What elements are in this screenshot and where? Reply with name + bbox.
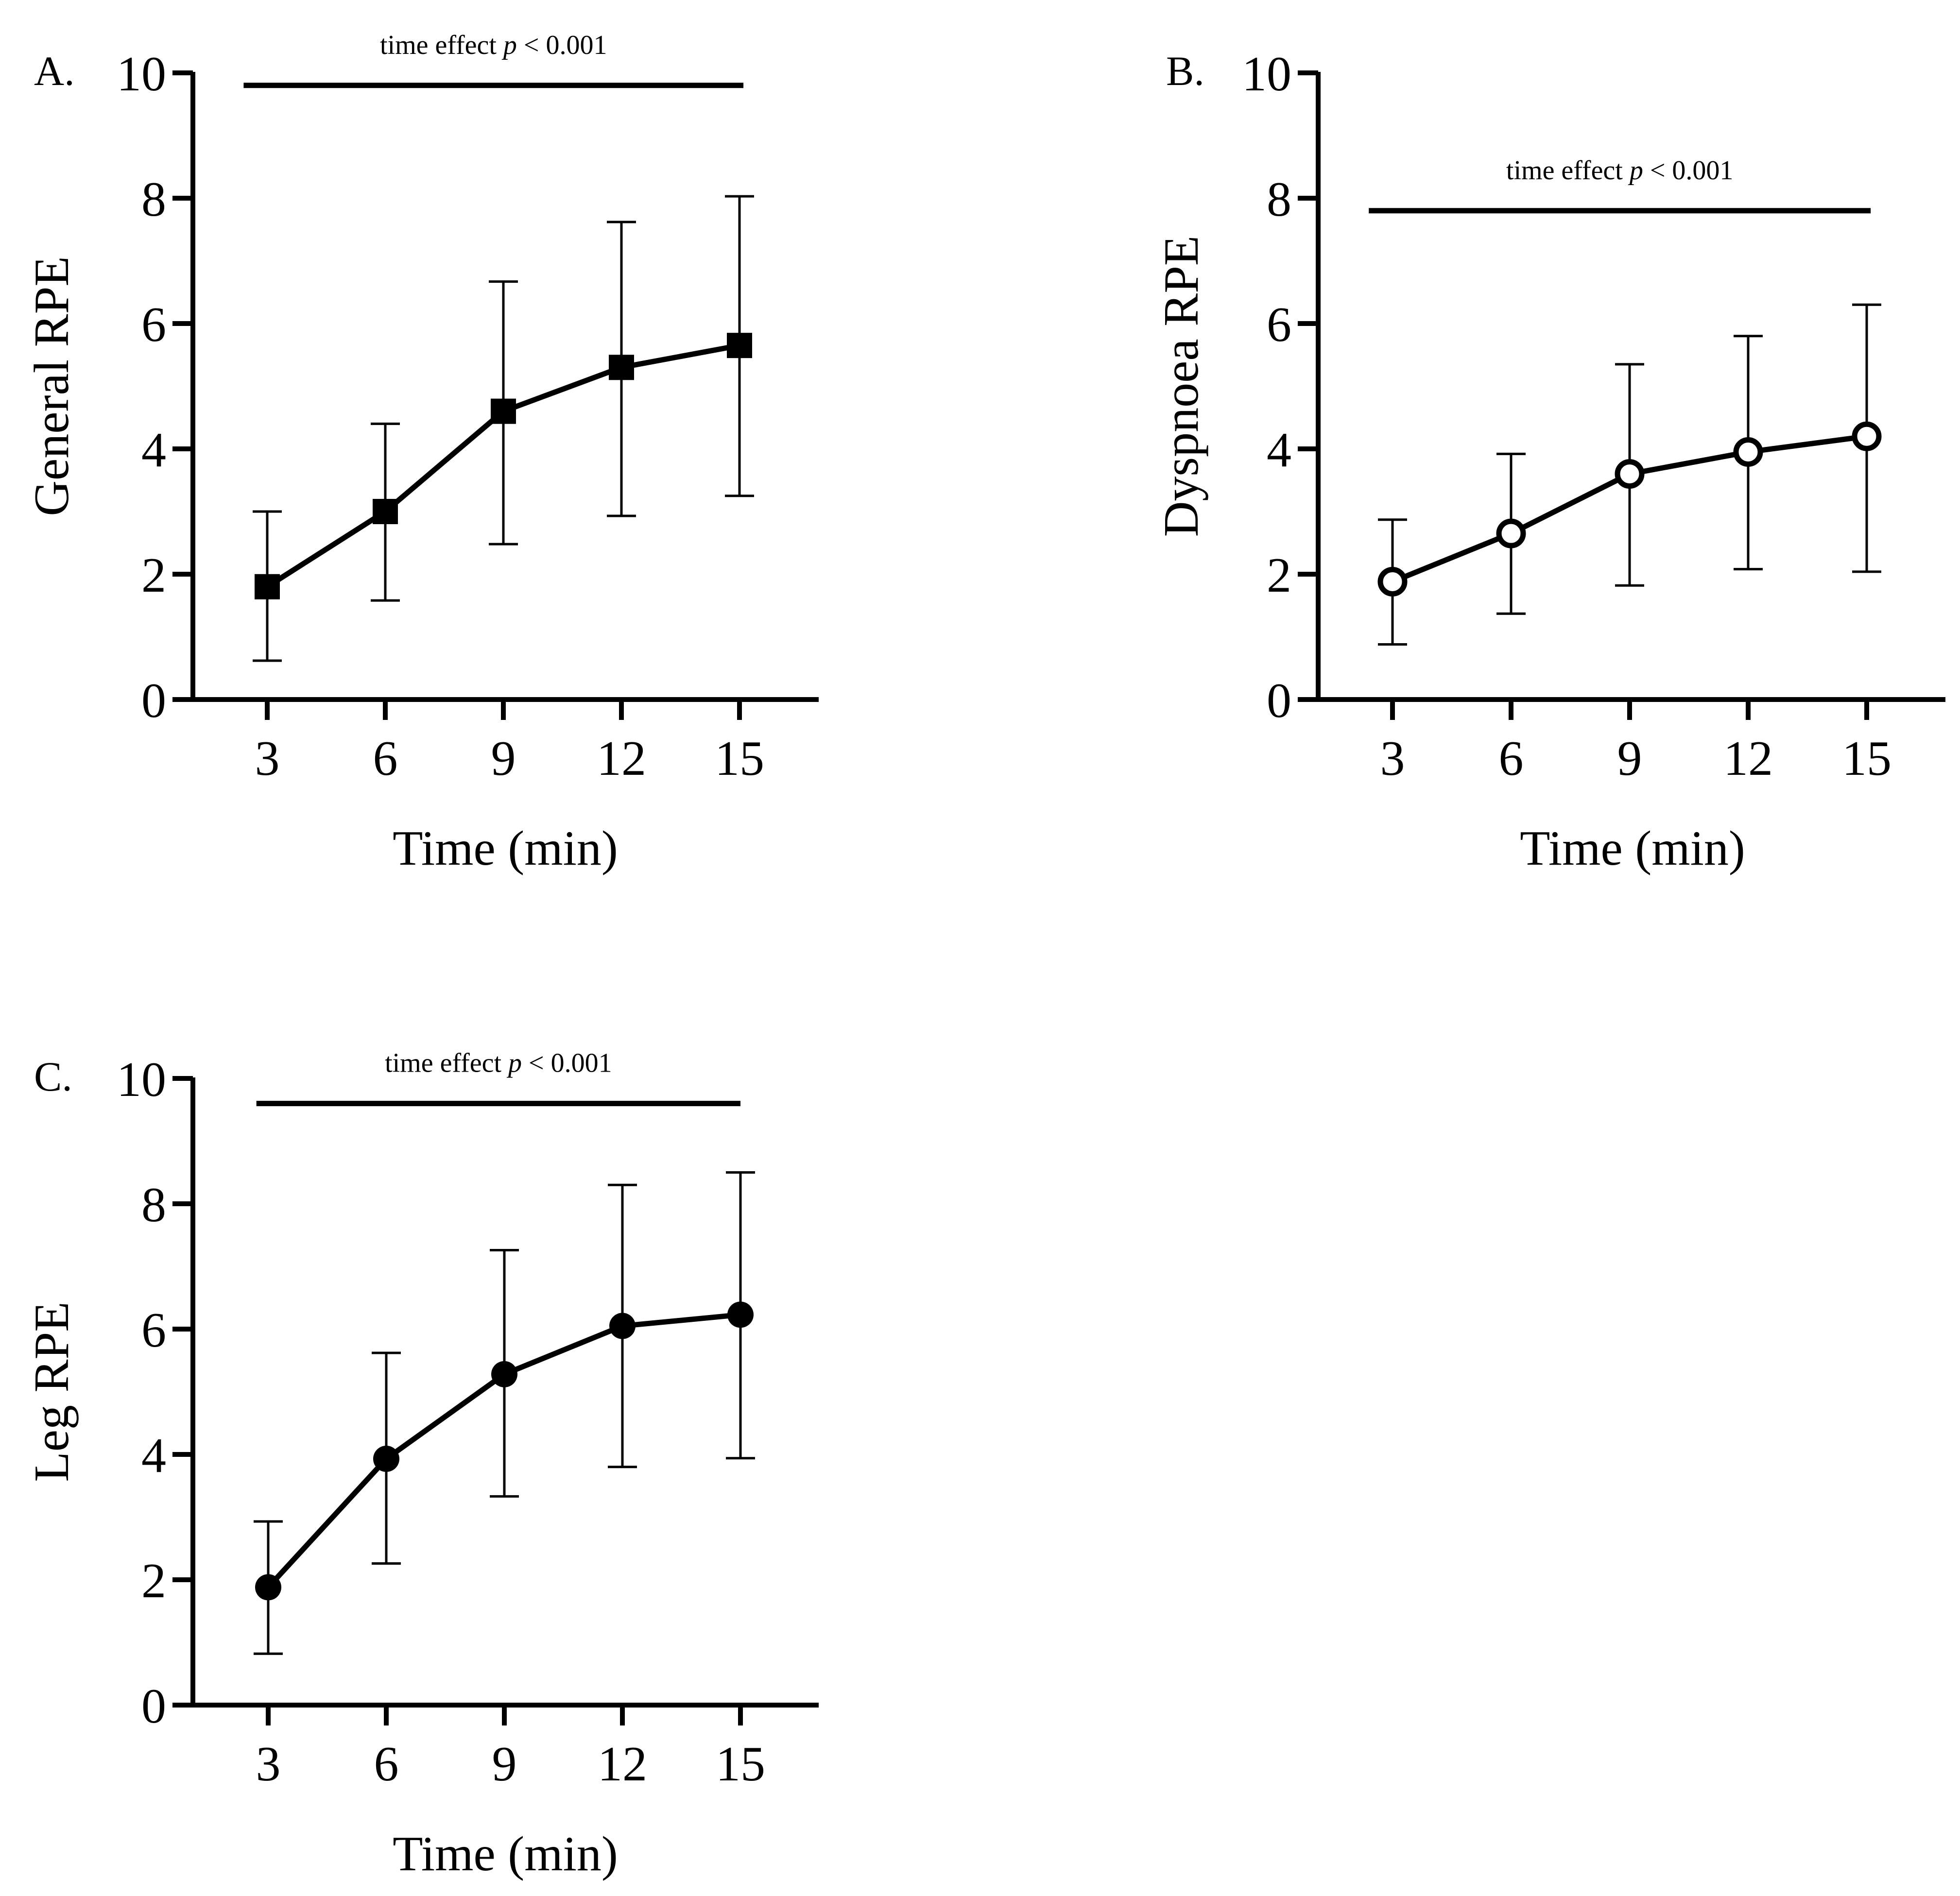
y-tick-label: 4 [1267,423,1291,478]
y-tick-label: 4 [141,423,166,478]
annotation-p: p [501,30,517,60]
chart-panel-b: 0 2 4 6 8 10 3 6 9 12 15 Time (min) Dyspnoea RPE B. ti… [1154,47,1945,876]
panel-label: B. [1166,48,1204,94]
data-point [491,398,516,424]
data-point [1496,518,1526,548]
annotation-suffix: < 0.001 [522,1048,612,1078]
x-axis-title: Time (min) [393,821,618,876]
y-tick-label: 0 [141,673,166,728]
data-point [373,499,398,524]
panel-label: A. [34,48,75,94]
y-tick-label: 4 [141,1428,166,1483]
y-tick-label: 8 [1267,172,1291,227]
x-tick-label: 9 [491,731,516,786]
data-point [609,1313,636,1339]
y-tick-label: 0 [141,1679,166,1734]
x-tick-label: 15 [1842,731,1891,786]
y-tick-label: 10 [1242,47,1291,102]
data-point [255,574,280,599]
y-tick-label: 2 [141,1554,166,1608]
data-point [727,1301,754,1328]
annotation-suffix: < 0.001 [1643,155,1734,186]
x-tick-label: 15 [716,1737,765,1792]
x-axis-title: Time (min) [1520,821,1745,876]
y-tick-label: 8 [141,172,166,227]
y-axis-title: Leg RPE [24,1301,79,1482]
x-tick-label: 3 [1380,731,1405,786]
y-tick-label: 8 [141,1178,166,1232]
x-tick-label: 3 [255,731,280,786]
x-tick-label: 9 [492,1737,517,1792]
y-tick-label: 6 [141,297,166,352]
x-tick-label: 12 [598,1737,647,1792]
panel-label: C. [34,1053,72,1100]
y-tick-label: 6 [141,1303,166,1358]
annotation-suffix: < 0.001 [517,30,607,60]
data-point [1615,459,1645,489]
x-tick-label: 15 [715,731,764,786]
chart-panel-c: 0 2 4 6 8 10 3 6 9 12 15 Time (min) Leg RPE C. time ef… [24,1048,819,1881]
y-tick-label: 10 [117,1052,166,1107]
x-tick-label: 6 [1499,731,1524,786]
y-tick-label: 6 [1267,297,1291,352]
y-tick-label: 2 [141,548,166,603]
data-point [255,1574,281,1601]
significance-annotation: time effect p < 0.001 [380,30,607,60]
x-tick-label: 3 [256,1737,281,1792]
y-tick-label: 10 [117,47,166,102]
annotation-prefix: time effect [380,30,503,60]
significance-annotation: time effect p < 0.001 [385,1048,612,1078]
x-tick-label: 12 [1723,731,1773,786]
x-tick-label: 12 [597,731,646,786]
data-point [1377,566,1408,597]
data-point [491,1361,517,1387]
x-axis-title: Time (min) [393,1827,618,1881]
data-point [1852,421,1882,451]
data-point [373,1446,399,1472]
x-tick-label: 9 [1617,731,1642,786]
y-axis-title: General RPE [24,256,79,516]
y-tick-label: 2 [1267,548,1291,603]
y-axis-title: Dyspnoea RPE [1154,236,1209,537]
significance-annotation: time effect p < 0.001 [1506,155,1734,186]
annotation-p: p [1628,155,1643,186]
annotation-prefix: time effect [385,1048,508,1078]
data-point [609,355,634,380]
x-tick-label: 6 [374,1737,399,1792]
x-tick-label: 6 [373,731,398,786]
data-point [1733,437,1763,467]
data-point [727,333,752,359]
annotation-prefix: time effect [1506,155,1630,186]
chart-panel-a: 0 2 4 6 8 10 3 6 9 12 15 Time (min) General RPE A. tim… [24,30,819,876]
y-tick-label: 0 [1267,673,1291,728]
annotation-p: p [506,1048,522,1078]
